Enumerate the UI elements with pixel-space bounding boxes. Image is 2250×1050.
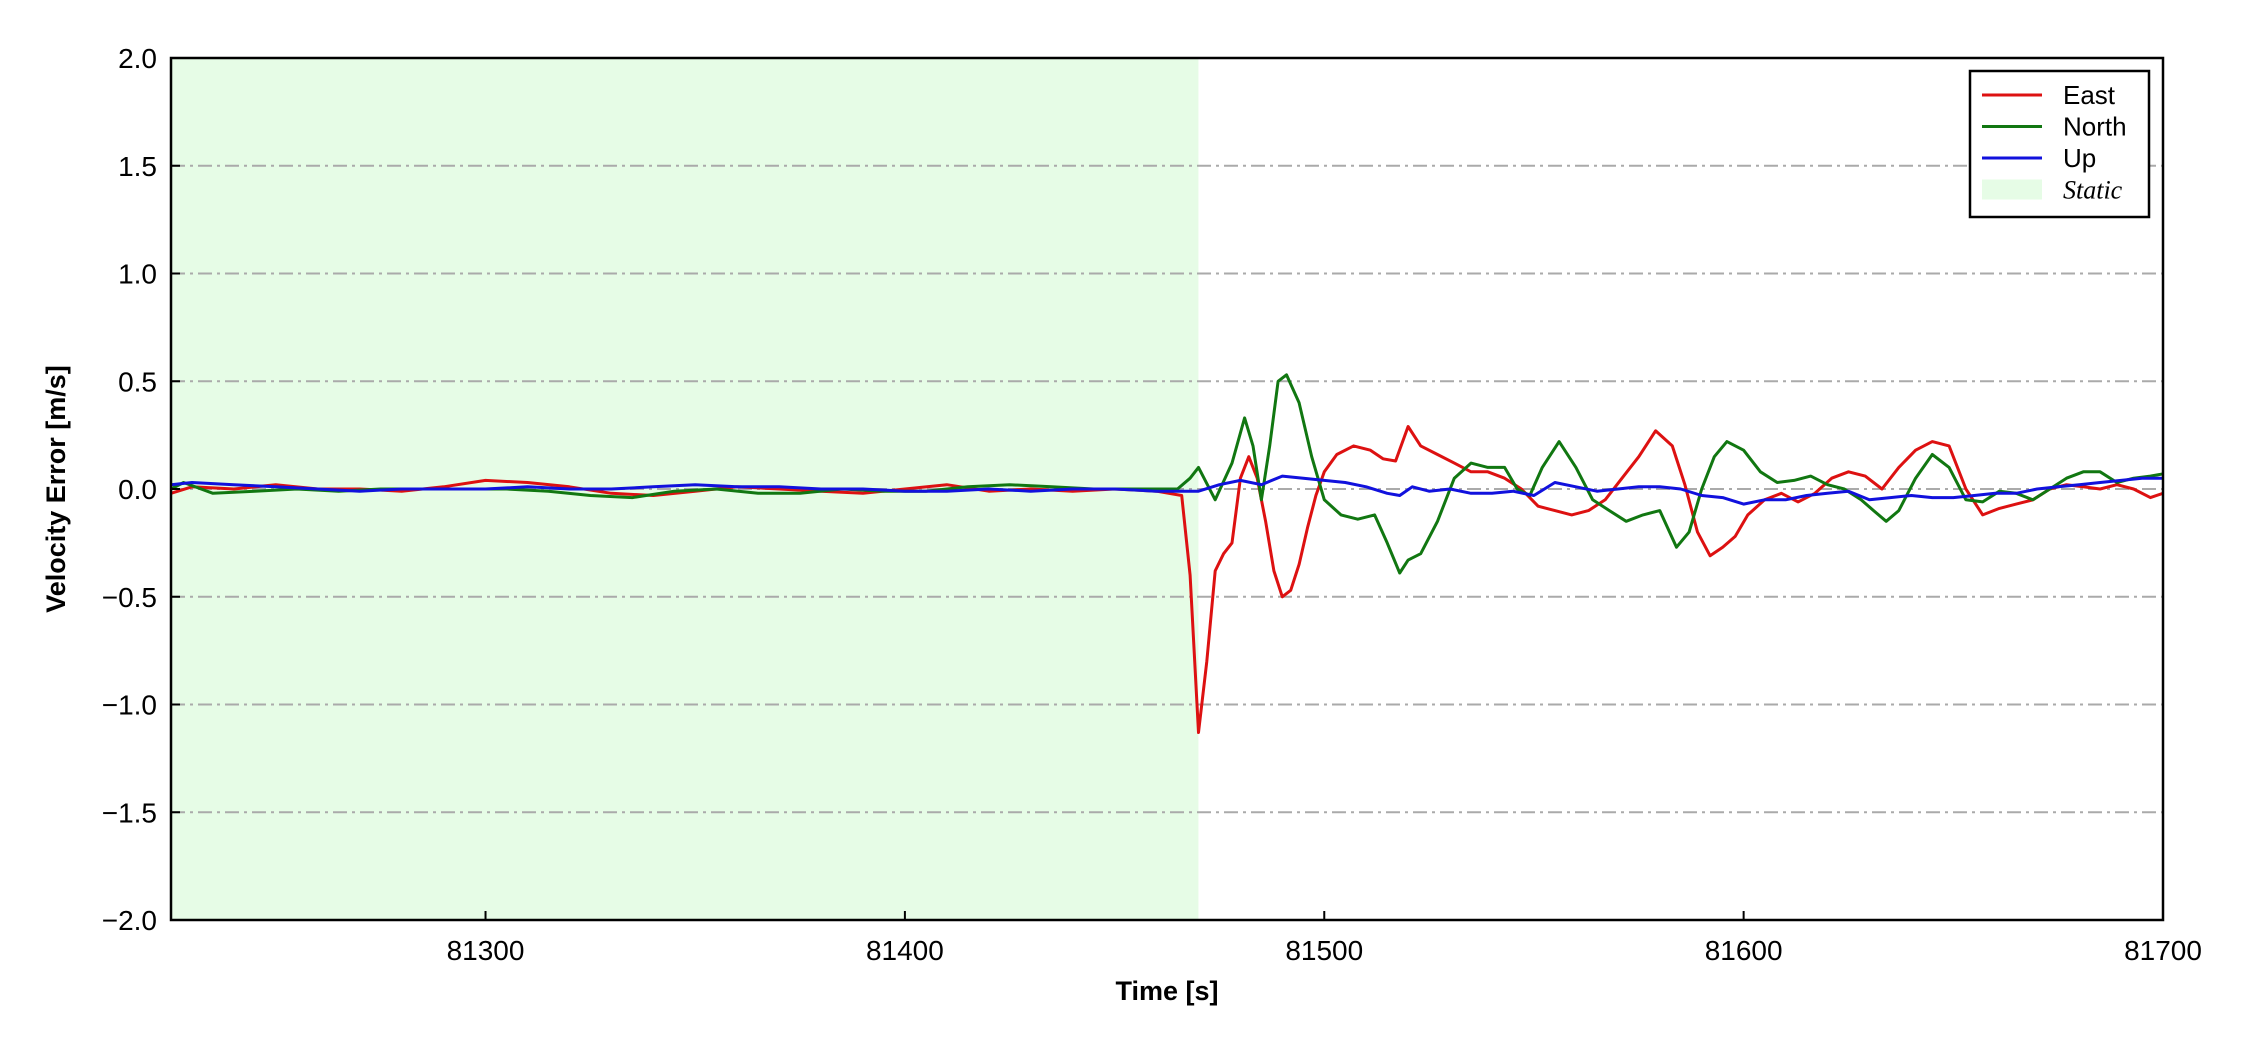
x-tick-label: 81600	[1705, 935, 1783, 966]
legend-label-north: North	[2063, 112, 2127, 142]
legend-label-east: East	[2063, 80, 2116, 110]
axes-layer: 2.0 1.5 1.0 0.5 0.0 −0.5 −1.0 −1.5 −2.0 81300 8140…	[41, 43, 2202, 1006]
y-tick-label: 0.5	[118, 366, 157, 397]
y-tick-label: −1.5	[102, 797, 157, 828]
x-axis-title: Time [s]	[1115, 976, 1218, 1006]
y-tick-label: −2.0	[102, 905, 157, 936]
y-tick-label: −0.5	[102, 582, 157, 613]
x-tick-label: 81700	[2124, 935, 2202, 966]
y-axis-title: Velocity Error [m/s]	[41, 365, 71, 613]
x-tick-label: 81400	[866, 935, 944, 966]
y-tick-label: 1.5	[118, 151, 157, 182]
y-tick-label: −1.0	[102, 690, 157, 721]
y-tick-label: 1.0	[118, 259, 157, 290]
y-tick-label: 2.0	[118, 43, 157, 74]
x-tick-label: 81300	[447, 935, 525, 966]
y-tick-label: 0.0	[118, 474, 157, 505]
series-line-north	[171, 373, 2163, 575]
legend-label-static: Static	[2063, 176, 2123, 205]
x-tick-label: 81500	[1285, 935, 1363, 966]
plot-layer	[171, 373, 2163, 734]
legend-label-up: Up	[2063, 143, 2096, 173]
legend-swatch-static	[1982, 179, 2042, 200]
series-line-up	[171, 474, 2163, 506]
